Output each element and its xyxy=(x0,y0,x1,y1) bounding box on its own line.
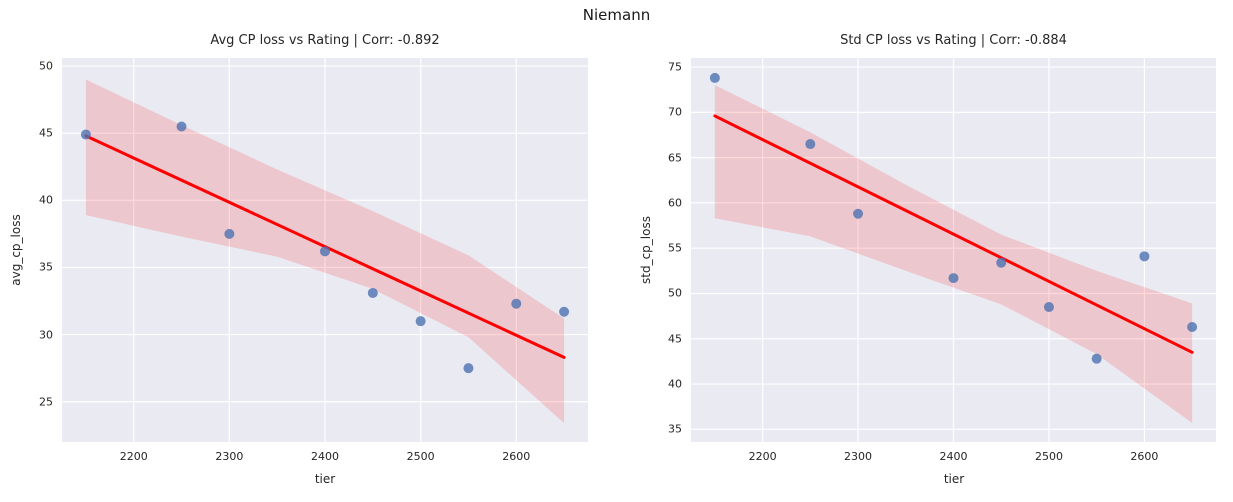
y-tick-label: 40 xyxy=(39,193,53,207)
x-tick-label: 2400 xyxy=(939,450,968,463)
data-point xyxy=(709,72,720,83)
y-tick-label: 70 xyxy=(668,105,682,119)
confidence-band xyxy=(714,85,1193,423)
y-tick-label: 50 xyxy=(39,59,53,73)
y-tick-label: 65 xyxy=(668,151,682,165)
regression-line xyxy=(713,114,1194,354)
data-point xyxy=(367,287,378,298)
x-tick-label: 2300 xyxy=(844,450,873,463)
y-axis-label: avg_cp_loss xyxy=(9,214,23,286)
x-tick-label: 2300 xyxy=(215,450,244,463)
data-point xyxy=(511,298,522,309)
data-point xyxy=(996,257,1007,268)
data-point xyxy=(415,316,426,327)
x-tick-label: 2200 xyxy=(748,450,777,463)
data-point xyxy=(1091,353,1102,364)
x-tick-label: 2600 xyxy=(1130,450,1159,463)
plot-area xyxy=(62,58,588,442)
x-tick-label: 2400 xyxy=(311,450,339,463)
y-tick-label: 35 xyxy=(39,260,53,274)
data-point xyxy=(948,273,959,284)
x-axis-label: tier xyxy=(314,472,336,486)
figure-title: Niemann xyxy=(582,6,651,24)
data-point xyxy=(80,129,91,140)
y-tick-label: 50 xyxy=(668,286,682,300)
x-tick-label: 2500 xyxy=(406,450,435,463)
x-axis-label: tier xyxy=(943,472,965,486)
subplot-title: Std CP loss vs Rating | Corr: -0.884 xyxy=(840,33,1067,48)
subplot-title: Avg CP loss vs Rating | Corr: -0.892 xyxy=(210,33,440,48)
data-point xyxy=(1043,302,1054,313)
data-point xyxy=(853,208,864,219)
x-tick-label: 2500 xyxy=(1034,450,1063,463)
data-point xyxy=(320,246,330,257)
data-point xyxy=(559,306,570,317)
y-axis-label: std_cp_loss xyxy=(639,216,653,284)
y-tick-label: 55 xyxy=(668,241,682,255)
y-tick-label: 40 xyxy=(668,377,682,391)
x-tick-label: 2200 xyxy=(119,450,148,463)
y-tick-label: 75 xyxy=(668,60,682,74)
y-tick-label: 25 xyxy=(39,395,53,409)
y-tick-label: 45 xyxy=(39,126,53,140)
plot-area xyxy=(691,58,1216,442)
y-tick-label: 30 xyxy=(39,328,53,342)
data-point xyxy=(1187,321,1198,332)
data-point xyxy=(805,139,816,150)
data-point xyxy=(1139,251,1150,262)
data-point xyxy=(176,121,187,132)
y-tick-label: 45 xyxy=(668,332,682,346)
x-tick-label: 2600 xyxy=(502,450,531,463)
y-tick-label: 60 xyxy=(668,196,682,210)
data-point xyxy=(463,363,474,374)
data-point xyxy=(224,228,235,239)
y-tick-label: 35 xyxy=(668,422,682,436)
